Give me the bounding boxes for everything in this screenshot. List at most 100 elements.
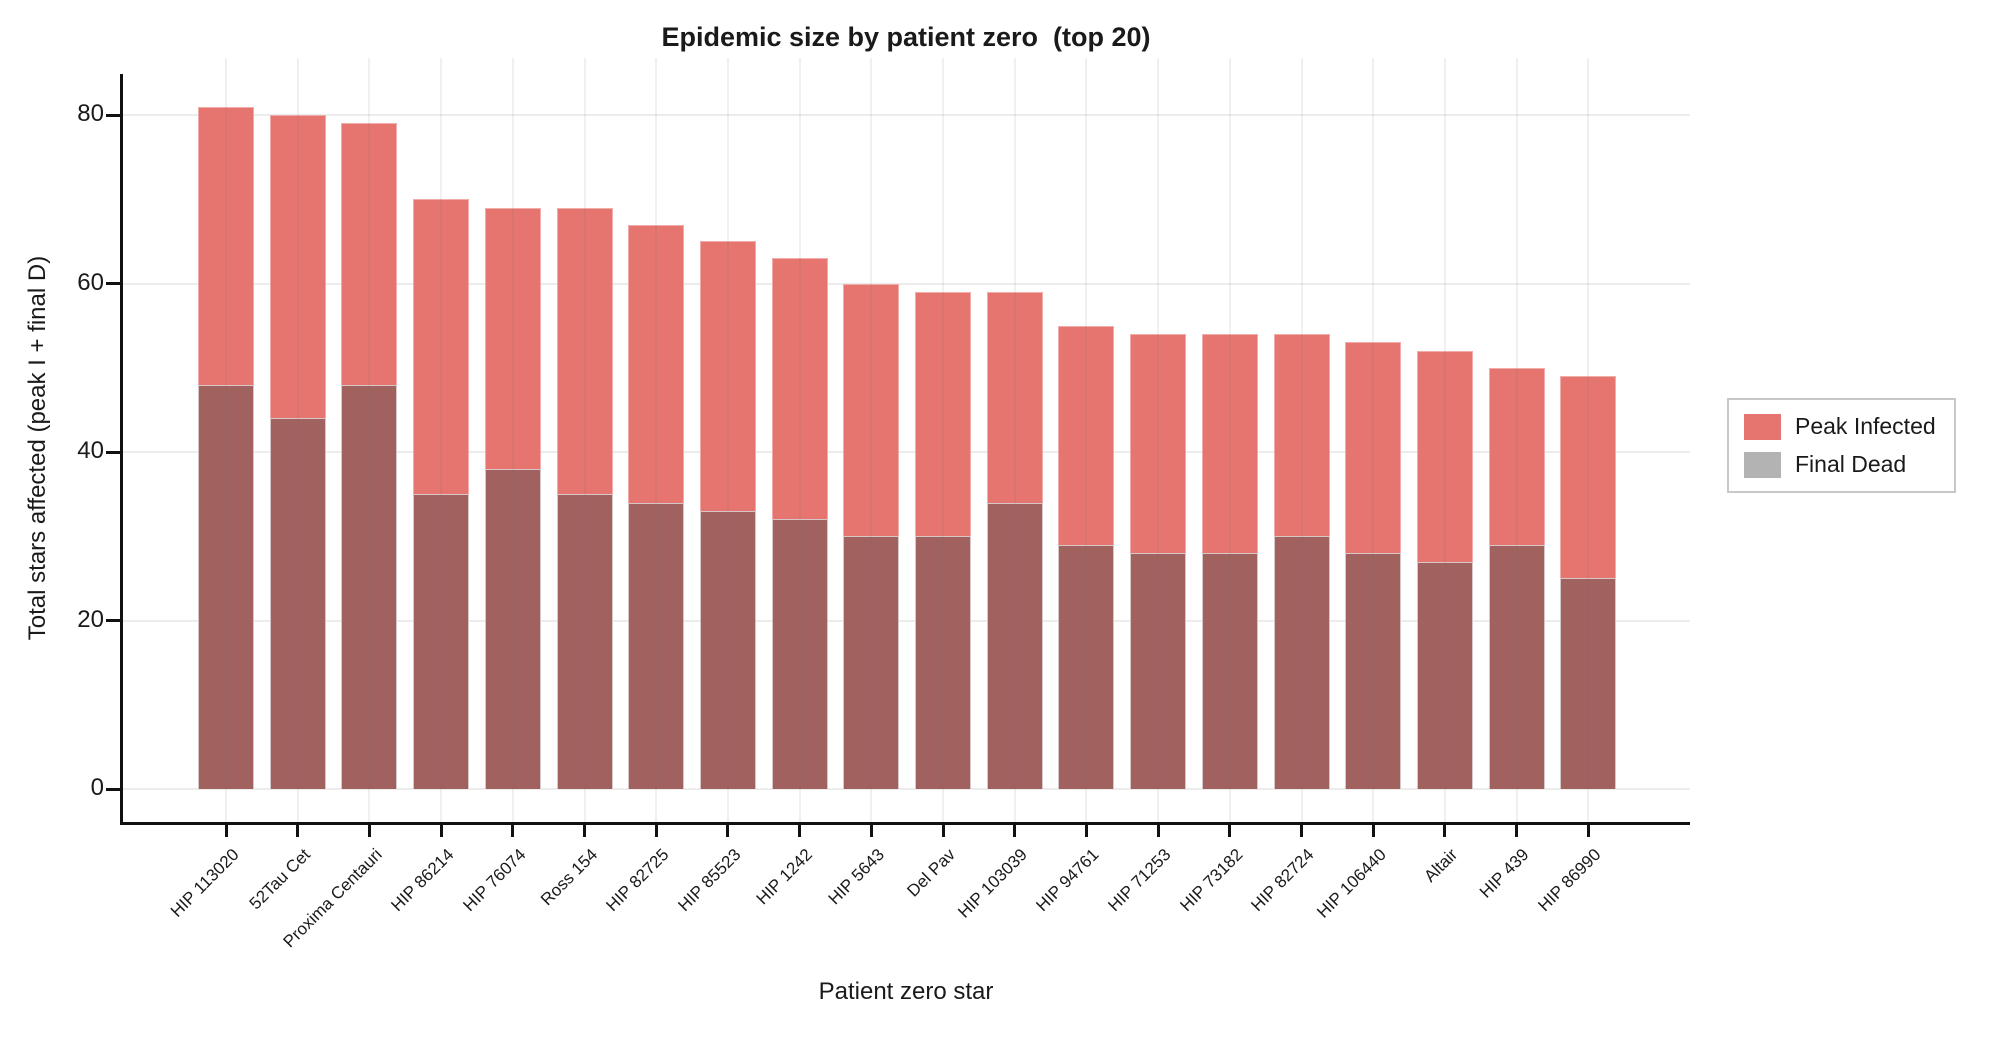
x-category-label: Ross 154 [536, 845, 601, 910]
bar-final-dead [699, 510, 756, 789]
gridline-vertical [1300, 58, 1303, 822]
x-tick-mark [1443, 825, 1447, 837]
x-tick-mark [1586, 825, 1590, 837]
x-category-label: HIP 94761 [1032, 845, 1103, 916]
bar-final-dead [1201, 553, 1258, 789]
gridline-vertical [1443, 58, 1446, 822]
x-tick-mark [798, 825, 802, 837]
x-category-label: Del Pav [903, 845, 960, 901]
y-tick-mark [106, 450, 122, 454]
x-tick-mark [726, 825, 730, 837]
bar-final-dead [1273, 536, 1330, 789]
gridline-horizontal [122, 619, 1690, 622]
legend: Peak Infected Final Dead [1727, 398, 1956, 493]
x-tick-mark [296, 825, 300, 837]
x-category-label: HIP 106440 [1312, 845, 1390, 922]
gridline-vertical [1013, 58, 1016, 822]
x-tick-mark [1371, 825, 1375, 837]
bar-final-dead [198, 384, 254, 789]
x-tick-mark [224, 825, 228, 837]
y-tick-mark [106, 282, 122, 285]
x-tick-mark [869, 825, 873, 837]
x-category-label: HIP 82724 [1247, 845, 1318, 916]
x-category-label: HIP 71253 [1104, 845, 1175, 916]
x-tick-mark [1084, 825, 1088, 837]
bar-final-dead [556, 494, 613, 789]
chart-title: Epidemic size by patient zero (top 20) [661, 22, 1151, 52]
bar-final-dead [843, 536, 900, 789]
x-tick-mark [1156, 825, 1160, 837]
x-category-label: HIP 5643 [824, 845, 888, 909]
gridline-horizontal [122, 282, 1690, 285]
y-tick-mark [106, 113, 122, 117]
gridline-vertical [1228, 58, 1231, 822]
x-tick-mark [367, 825, 371, 837]
gridline-vertical [726, 58, 729, 822]
bar-final-dead [1416, 561, 1473, 789]
x-axis-line [120, 822, 1690, 825]
y-axis-line [120, 74, 123, 825]
bar-final-dead [1130, 553, 1187, 789]
x-tick-mark [583, 825, 586, 837]
legend-swatch-final-dead [1744, 451, 1781, 478]
bar-final-dead [341, 384, 398, 789]
gridline-vertical [583, 58, 586, 822]
x-category-label: HIP 113020 [166, 845, 243, 921]
gridline-vertical [798, 58, 801, 822]
x-category-label: HIP 1242 [752, 845, 817, 909]
bar-final-dead [771, 519, 828, 789]
x-category-label: HIP 86990 [1534, 845, 1605, 916]
legend-item: Final Dead [1744, 451, 1936, 478]
x-tick-mark [941, 825, 945, 837]
x-tick-mark [1300, 825, 1303, 837]
gridline-vertical [440, 58, 443, 822]
legend-item: Peak Infected [1744, 413, 1936, 440]
gridline-vertical [368, 58, 371, 822]
x-tick-mark [439, 825, 443, 837]
x-tick-mark [1515, 825, 1519, 837]
legend-swatch-peak-infected [1744, 413, 1781, 440]
x-category-label: HIP 76074 [459, 845, 530, 916]
y-tick-label: 80 [77, 100, 104, 127]
x-category-label: HIP 85523 [674, 845, 745, 916]
bar-final-dead [1560, 578, 1617, 789]
gridline-vertical [1587, 58, 1590, 822]
bar-final-dead [1345, 553, 1402, 789]
gridline-vertical [1372, 58, 1375, 822]
y-tick-mark [106, 619, 122, 622]
x-tick-mark [511, 825, 515, 837]
gridline-vertical [1515, 58, 1518, 822]
gridline-vertical [1085, 58, 1088, 822]
gridline-vertical [870, 58, 873, 822]
gridline-vertical [296, 58, 299, 822]
y-tick-mark [106, 787, 122, 791]
x-tick-mark [1013, 825, 1017, 837]
x-category-label: HIP 86214 [387, 845, 458, 916]
x-category-label: HIP 82725 [602, 845, 673, 916]
bar-final-dead [1058, 544, 1115, 789]
x-tick-mark [1228, 825, 1232, 837]
x-category-label: Altair [1420, 845, 1462, 886]
bar-final-dead [628, 502, 685, 789]
x-category-label: HIP 439 [1476, 845, 1534, 902]
x-category-label: HIP 73182 [1176, 845, 1247, 916]
x-tick-mark [654, 825, 658, 837]
legend-label: Final Dead [1795, 451, 1907, 477]
gridline-vertical [942, 58, 944, 822]
y-tick-label: 60 [77, 268, 104, 296]
gridline-vertical [1157, 58, 1160, 822]
gridline-vertical [655, 58, 658, 822]
bar-final-dead [915, 536, 971, 789]
bar-final-dead [484, 468, 541, 789]
x-category-label: 52Tau Cet [245, 845, 315, 914]
bar-final-dead [986, 502, 1043, 789]
gridline-vertical [511, 58, 514, 822]
x-axis-title: Patient zero star [818, 978, 994, 1005]
y-tick-label: 0 [90, 774, 104, 801]
bar-final-dead [1488, 544, 1545, 789]
y-tick-label: 40 [77, 437, 104, 464]
gridline-vertical [225, 58, 227, 822]
legend-label: Peak Infected [1795, 413, 1936, 439]
bar-final-dead [413, 494, 470, 789]
